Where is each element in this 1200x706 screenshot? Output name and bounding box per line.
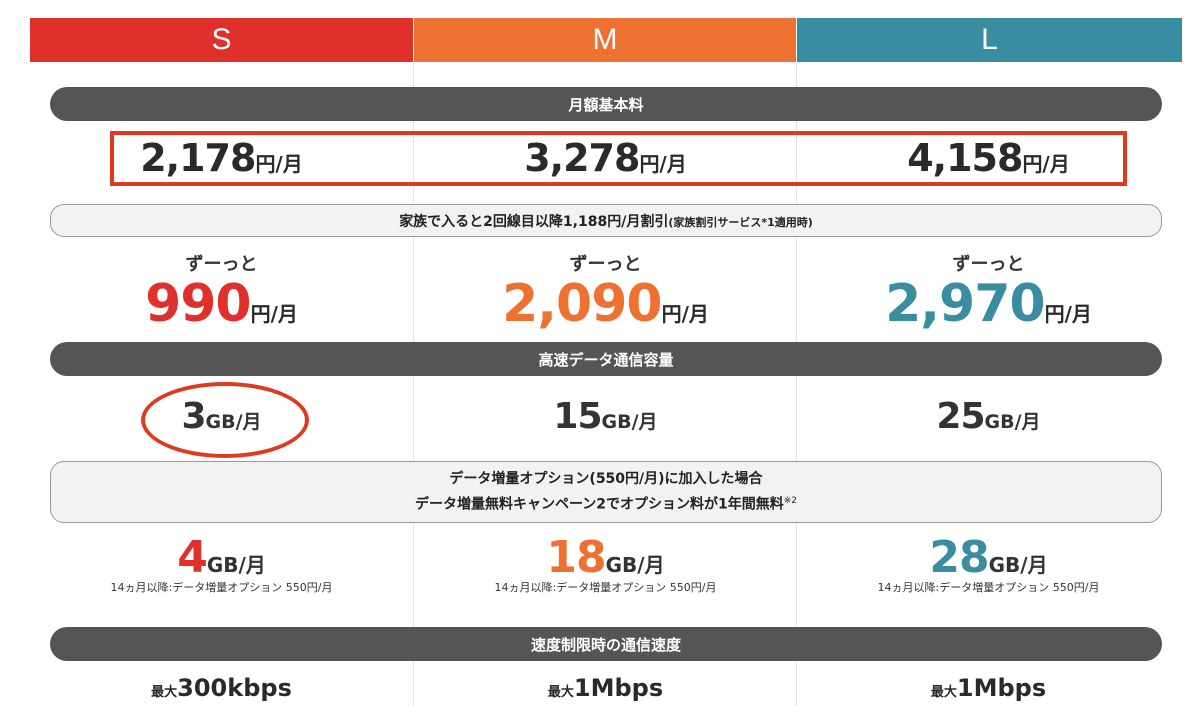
discount-unit: 円/月 xyxy=(1044,302,1092,326)
speed-cell-s: 最大300kbps xyxy=(30,674,413,702)
price-unit: 円/月 xyxy=(1022,152,1070,176)
price-cell-l: 4,158円/月 xyxy=(797,136,1180,180)
extra-unit: GB/月 xyxy=(605,553,665,577)
speed-value: 300kbps xyxy=(177,674,292,702)
data-option-line1: データ増量オプション(550円/月)に加入した場合 xyxy=(449,471,763,488)
plan-header-m[interactable]: M xyxy=(414,18,796,62)
discount-unit: 円/月 xyxy=(661,302,709,326)
price-unit: 円/月 xyxy=(255,152,303,176)
extra-cell-m: 18GB/月 14ヵ月以降:データ増量オプション 550円/月 xyxy=(414,532,797,595)
zutto-label: ずーっと xyxy=(952,254,1025,275)
price-amount: 4,158 xyxy=(907,136,1023,180)
discount-amount: 990 xyxy=(145,274,252,334)
zutto-label: ずーっと xyxy=(185,254,258,275)
data-unit: GB/月 xyxy=(984,411,1041,433)
section-label: 月額基本料 xyxy=(568,95,644,114)
data-amount: 25 xyxy=(936,396,985,437)
section-speed-limit: 速度制限時の通信速度 xyxy=(50,627,1162,661)
speed-value: 1Mbps xyxy=(956,674,1047,702)
extra-amount: 4 xyxy=(177,532,208,583)
discount-amount: 2,090 xyxy=(502,274,662,334)
price-highlight-box xyxy=(110,131,1127,186)
plan-name-l: L xyxy=(981,23,998,56)
discount-cell-m: ずーっと 2,090円/月 xyxy=(414,250,797,334)
price-amount: 2,178 xyxy=(140,136,256,180)
data-unit: GB/月 xyxy=(601,411,658,433)
data-option-line2: データ増量無料キャンペーン2でオプション料が1年間無料 xyxy=(414,496,784,513)
family-discount-main: 家族で入ると2回線目以降1,188円/月割引 xyxy=(399,213,669,230)
plan-header-l[interactable]: L xyxy=(797,18,1182,62)
column-divider xyxy=(796,62,797,706)
data-cell-l: 25GB/月 xyxy=(797,396,1180,437)
family-discount-note: (家族割引サービス*1適用時) xyxy=(668,215,813,229)
price-amount: 3,278 xyxy=(524,136,640,180)
extra-note: 14ヵ月以降:データ増量オプション 550円/月 xyxy=(110,581,333,594)
zutto-label: ずーっと xyxy=(569,254,642,275)
extra-cell-l: 28GB/月 14ヵ月以降:データ増量オプション 550円/月 xyxy=(797,532,1180,595)
data-option-line2-wrap: データ増量無料キャンペーン2でオプション料が1年間無料※2 xyxy=(415,490,797,516)
extra-amount: 28 xyxy=(929,532,989,583)
extra-note: 14ヵ月以降:データ増量オプション 550円/月 xyxy=(494,581,717,594)
discount-cell-l: ずーっと 2,970円/月 xyxy=(797,250,1180,334)
price-cell-s: 2,178円/月 xyxy=(30,136,413,180)
speed-value: 1Mbps xyxy=(573,674,664,702)
plan-name-m: M xyxy=(592,23,618,56)
family-discount-text: 家族で入ると2回線目以降1,188円/月割引(家族割引サービス*1適用時) xyxy=(399,211,813,231)
column-divider xyxy=(413,62,414,706)
extra-cell-s: 4GB/月 14ヵ月以降:データ増量オプション 550円/月 xyxy=(30,532,413,595)
discount-amount: 2,970 xyxy=(885,274,1045,334)
speed-cell-l: 最大1Mbps xyxy=(797,674,1180,702)
speed-cell-m: 最大1Mbps xyxy=(414,674,797,702)
plan-header-s[interactable]: S xyxy=(30,18,413,62)
section-label: 速度制限時の通信速度 xyxy=(530,635,681,654)
data-option-banner: データ増量オプション(550円/月)に加入した場合 データ増量無料キャンペーン2… xyxy=(50,461,1162,523)
speed-prefix: 最大 xyxy=(151,685,178,700)
section-monthly-fee: 月額基本料 xyxy=(50,87,1162,121)
plan-name-s: S xyxy=(211,23,232,56)
speed-prefix: 最大 xyxy=(547,685,574,700)
family-discount-banner: 家族で入ると2回線目以降1,188円/月割引(家族割引サービス*1適用時) xyxy=(50,204,1162,237)
extra-unit: GB/月 xyxy=(988,553,1048,577)
data-amount: 15 xyxy=(553,396,602,437)
section-data-capacity: 高速データ通信容量 xyxy=(50,342,1162,376)
price-cell-m: 3,278円/月 xyxy=(414,136,797,180)
section-label: 高速データ通信容量 xyxy=(538,350,674,369)
data-highlight-circle xyxy=(141,382,309,458)
discount-cell-s: ずーっと 990円/月 xyxy=(30,250,413,334)
extra-unit: GB/月 xyxy=(206,553,266,577)
discount-unit: 円/月 xyxy=(250,302,298,326)
extra-note: 14ヵ月以降:データ増量オプション 550円/月 xyxy=(877,581,1100,594)
data-cell-m: 15GB/月 xyxy=(414,396,797,437)
data-option-mark: ※2 xyxy=(783,496,798,507)
speed-prefix: 最大 xyxy=(930,685,957,700)
extra-amount: 18 xyxy=(546,532,606,583)
price-unit: 円/月 xyxy=(639,152,687,176)
